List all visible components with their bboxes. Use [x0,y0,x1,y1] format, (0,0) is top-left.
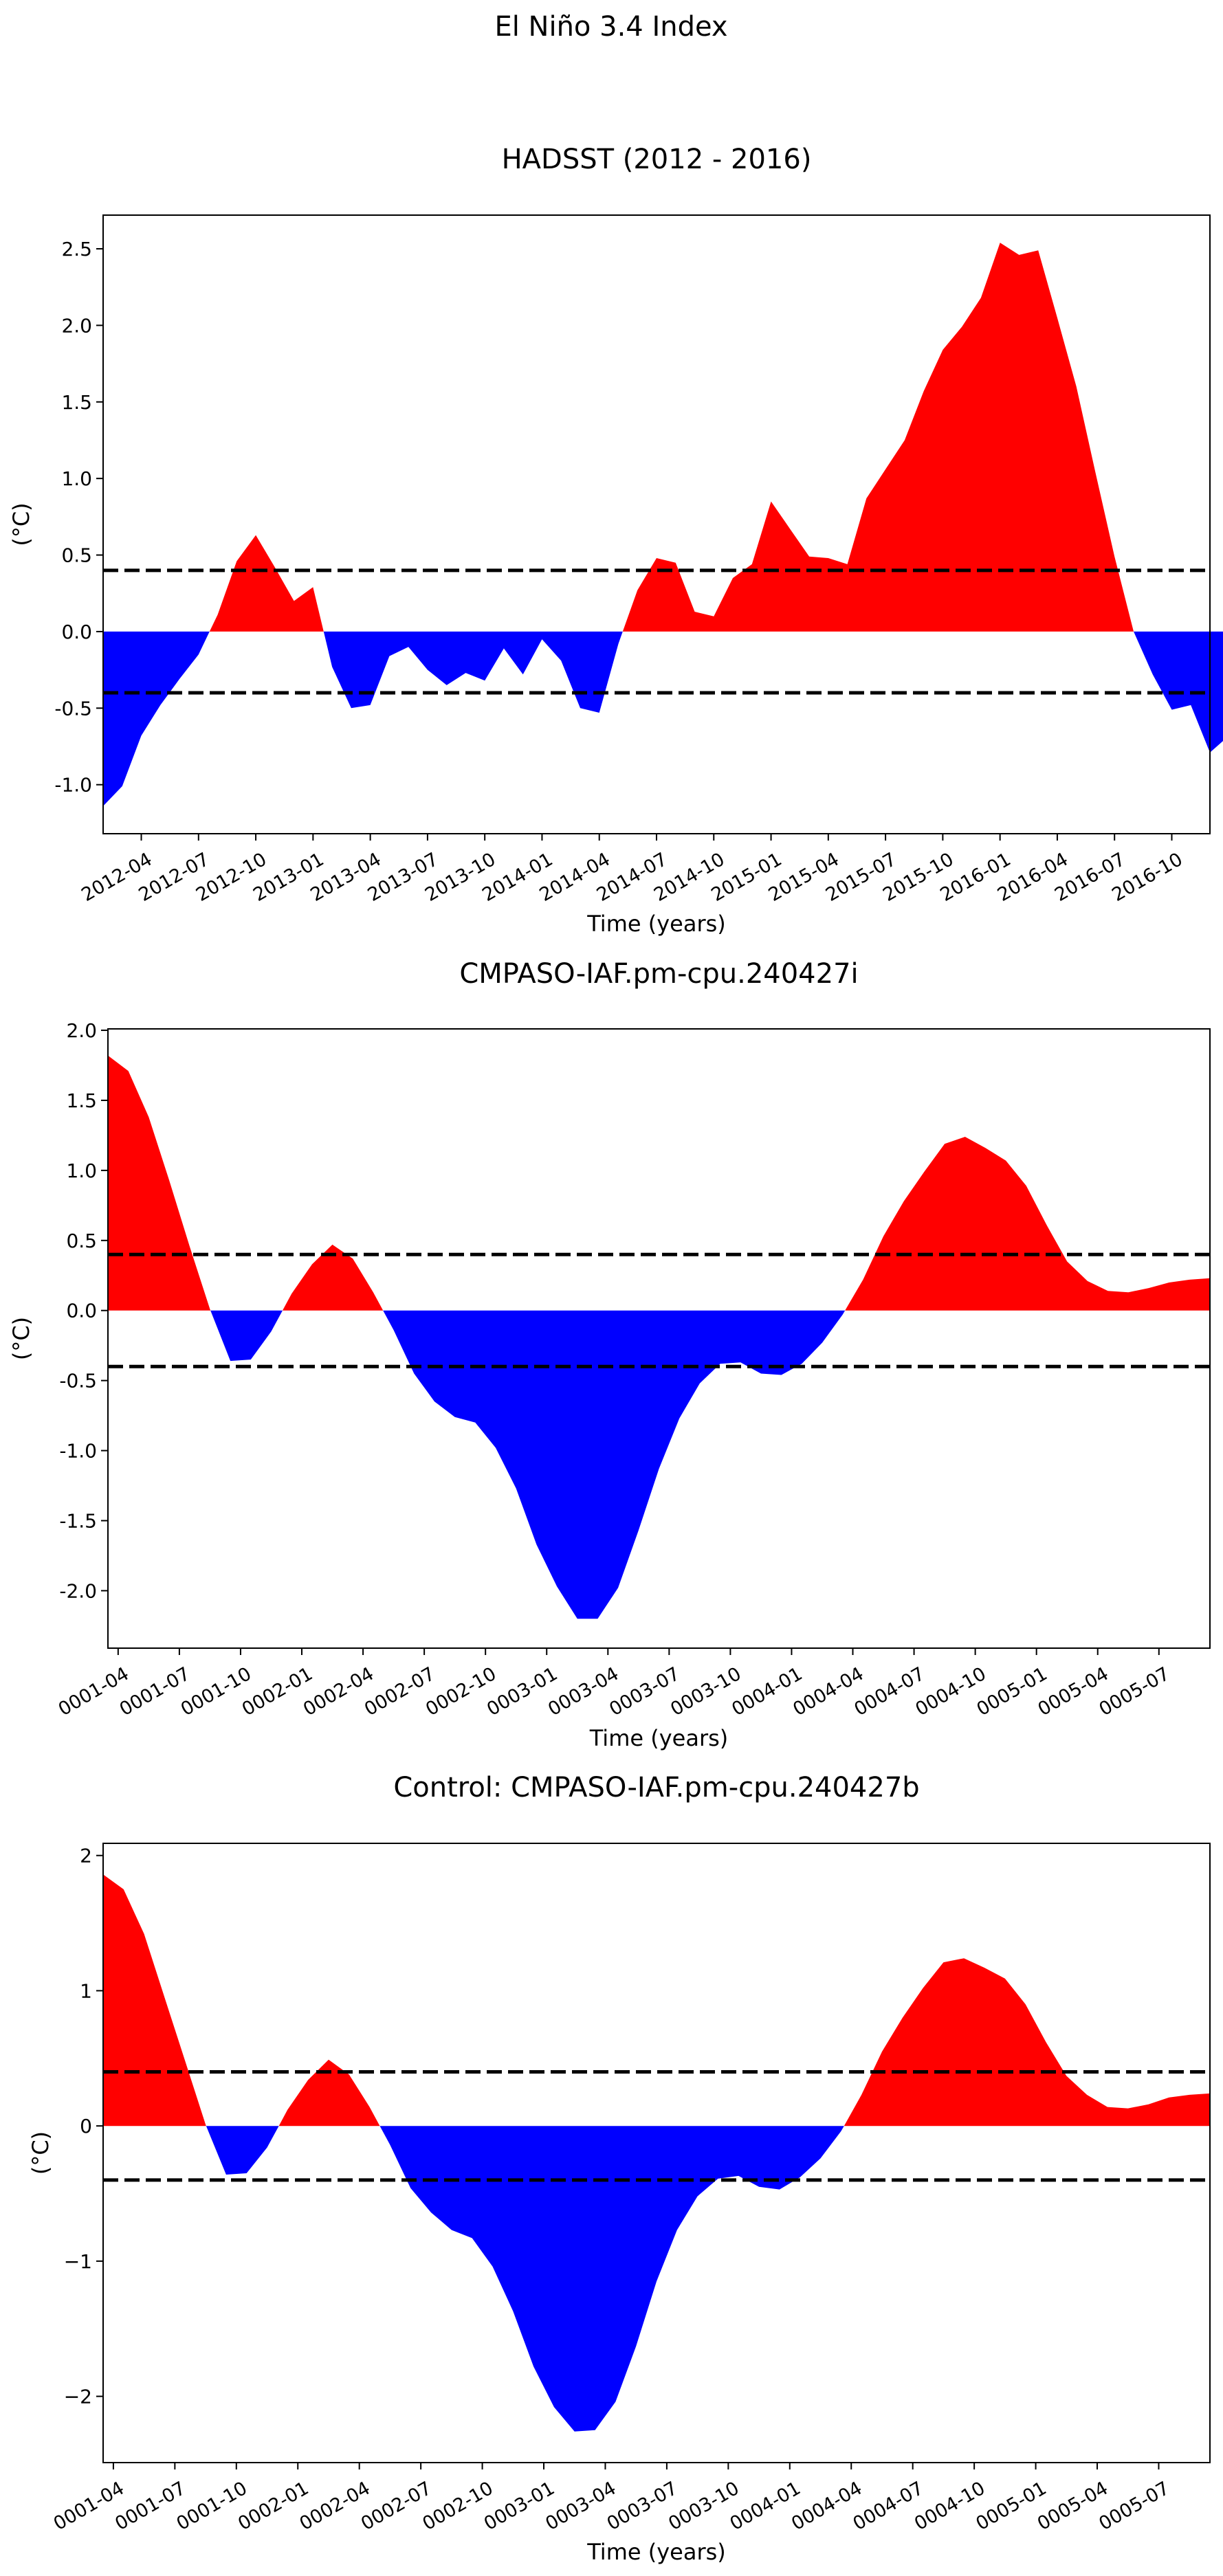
chart-title: CMPASO-IAF.pm-cpu.240427i [459,958,858,990]
y-axis-label: (°C) [8,502,34,546]
axes-frame [102,1843,1211,2463]
y-tick-label: 1.5 [66,1089,97,1112]
x-axis-label: Time (years) [586,2539,726,2565]
y-tick-label: -1.5 [59,1510,97,1533]
y-tick-label: 2.5 [61,238,92,260]
positive-anomaly-area [103,1874,1210,2127]
y-tick-label: 0.5 [66,1230,97,1252]
y-tick-label: −1 [64,2250,92,2273]
y-axis-label: (°C) [8,1317,34,1360]
x-axis-label: Time (years) [586,911,726,937]
positive-anomaly-area [108,1055,1210,1311]
y-tick-label: 0.0 [66,1300,97,1322]
negative-anomaly-area [108,1310,1210,1619]
y-tick-label: 2.0 [61,314,92,337]
negative-anomaly-area [103,2126,1210,2432]
y-tick-label: 1.0 [66,1159,97,1182]
y-tick-label: -0.5 [54,697,92,720]
y-tick-label: −2 [64,2386,92,2408]
y-tick-label: 1.5 [61,391,92,414]
y-tick-label: -1.0 [54,774,92,797]
y-tick-label: 1 [80,1979,92,2002]
chart-title: HADSST (2012 - 2016) [502,144,812,175]
y-tick-label: 1.0 [61,467,92,490]
figure-suptitle: El Niño 3.4 Index [494,11,727,43]
y-tick-label: -0.5 [59,1370,97,1392]
chart-title: Control: CMPASO-IAF.pm-cpu.240427b [393,1772,919,1803]
y-tick-label: 0.5 [61,544,92,567]
y-axis-label: (°C) [27,2131,54,2175]
y-tick-label: 0 [80,2115,92,2138]
y-tick-label: 0.0 [61,621,92,643]
y-tick-label: 2.0 [66,1019,97,1042]
y-tick-label: -1.0 [59,1440,97,1463]
y-tick-label: 2 [80,1845,92,1867]
axes-frame [107,1028,1211,1649]
x-axis-label: Time (years) [589,1725,729,1751]
positive-anomaly-area [103,243,1223,632]
y-tick-label: -2.0 [59,1579,97,1602]
